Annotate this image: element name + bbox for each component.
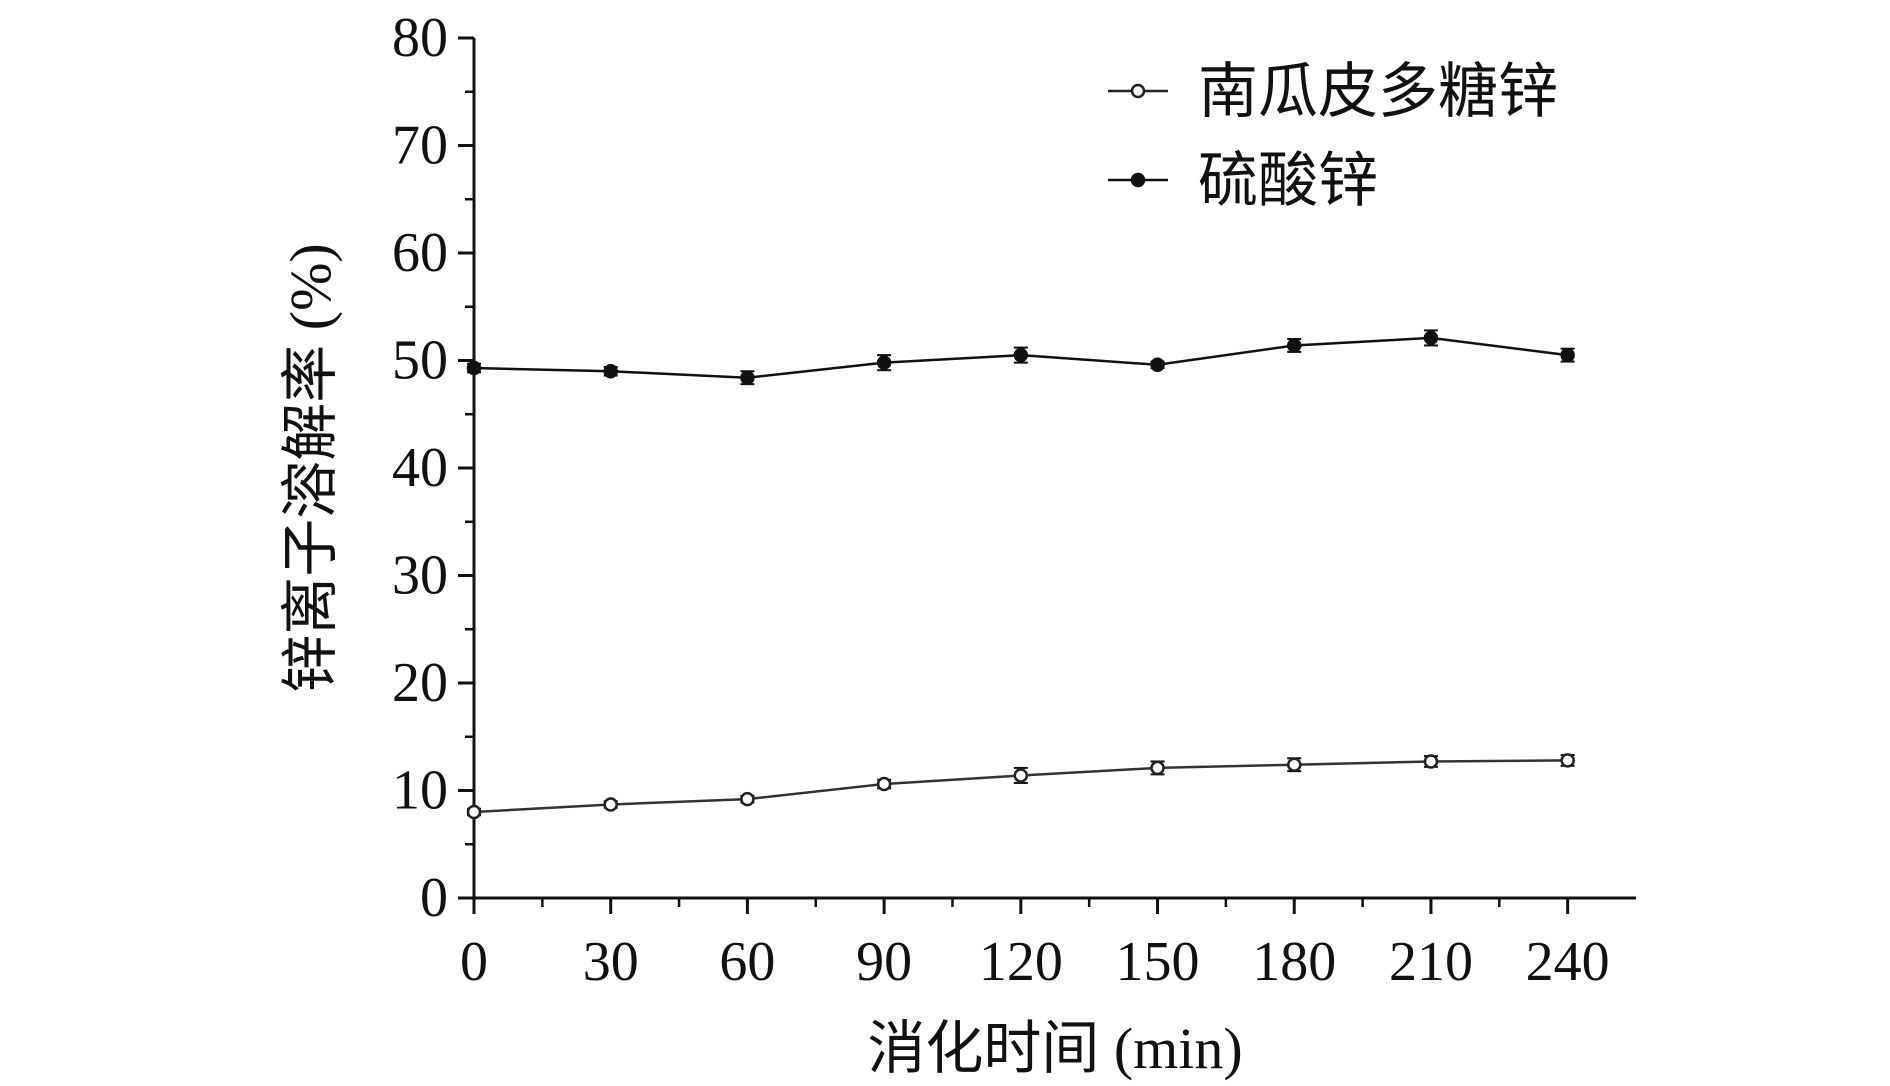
data-point-zinc-sulfate — [1286, 338, 1302, 353]
legend-marker-zinc-sulfate — [1130, 172, 1146, 188]
y-tick-label: 20 — [392, 652, 448, 714]
data-point-pumpkin-zinc — [1560, 753, 1575, 768]
data-point-zinc-sulfate — [1013, 347, 1029, 363]
x-tick-label: 240 — [1526, 931, 1610, 993]
y-tick-label: 60 — [392, 222, 448, 284]
data-point-zinc-sulfate — [1560, 347, 1575, 363]
data-point-pumpkin-zinc — [603, 797, 618, 812]
y-ticks: 0 10 20 30 40 50 60 70 80 — [392, 7, 474, 929]
legend-item-zinc-sulfate: 硫酸锌 — [1108, 148, 1378, 214]
y-axis-title: 锌离子溶解率 (%) — [278, 243, 343, 692]
data-point-pumpkin-zinc — [1150, 760, 1165, 776]
legend-item-pumpkin-zinc: 南瓜皮多糖锌 — [1108, 59, 1558, 125]
data-point-zinc-sulfate — [876, 355, 892, 370]
x-tick-label: 0 — [460, 931, 488, 993]
y-tick-label: 70 — [392, 115, 448, 177]
plot-series — [466, 329, 1575, 820]
data-point-zinc-sulfate — [1423, 330, 1439, 346]
y-tick-label: 30 — [392, 545, 448, 607]
y-tick-label: 50 — [392, 330, 448, 392]
axes: 0 10 20 30 40 50 60 70 80 0 30 60 90 120 150 180 210 240 — [392, 7, 1636, 993]
x-tick-label: 90 — [856, 931, 912, 993]
x-tick-label: 120 — [979, 931, 1063, 993]
data-point-zinc-sulfate — [740, 370, 755, 385]
legend-label-zinc-sulfate: 硫酸锌 — [1198, 148, 1378, 214]
data-point-zinc-sulfate — [466, 360, 482, 376]
x-axis-title: 消化时间 (min) — [867, 1016, 1242, 1081]
legend-marker-pumpkin-zinc — [1130, 83, 1146, 99]
legend-label-pumpkin-zinc: 南瓜皮多糖锌 — [1198, 59, 1558, 125]
y-tick-label: 10 — [392, 760, 448, 822]
x-tick-label: 30 — [583, 931, 639, 993]
x-tick-label: 210 — [1389, 931, 1473, 993]
data-point-pumpkin-zinc — [740, 791, 755, 807]
data-point-pumpkin-zinc — [1286, 757, 1302, 772]
x-tick-label: 150 — [1116, 931, 1200, 993]
x-ticks: 0 30 60 90 120 150 180 210 240 — [460, 898, 1610, 993]
x-tick-label: 180 — [1252, 931, 1336, 993]
y-tick-label: 40 — [392, 437, 448, 499]
data-point-zinc-sulfate — [1150, 357, 1165, 373]
data-point-pumpkin-zinc — [876, 776, 892, 792]
data-point-pumpkin-zinc — [1013, 768, 1029, 783]
data-point-zinc-sulfate — [603, 364, 618, 379]
data-point-pumpkin-zinc — [466, 804, 482, 820]
y-tick-label: 0 — [420, 867, 448, 929]
legend: 南瓜皮多糖锌 硫酸锌 — [1108, 59, 1558, 214]
data-point-pumpkin-zinc — [1423, 754, 1439, 769]
y-tick-label: 80 — [392, 7, 448, 69]
x-tick-label: 60 — [719, 931, 775, 993]
